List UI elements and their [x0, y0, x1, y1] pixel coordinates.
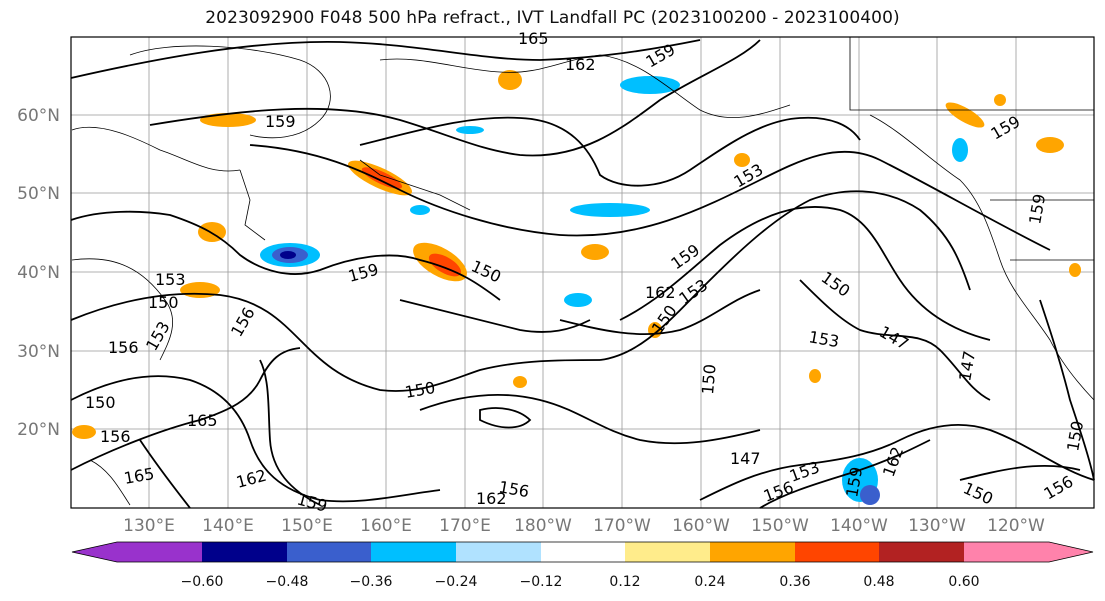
colorbar-outline — [71, 541, 1094, 563]
latitude-labels: 60°N 50°N 40°N 30°N 20°N — [17, 106, 60, 440]
longitude-labels: 130°E 140°E 150°E 160°E 170°E 180°W 170°… — [123, 516, 1045, 536]
lat-label-20n: 20°N — [17, 420, 60, 440]
colorbar-tick-label: 0.36 — [779, 574, 810, 590]
colorbar-tick-label: −0.12 — [520, 574, 563, 590]
colorbar-tick-label: 0.48 — [863, 574, 894, 590]
contour-label: 159 — [265, 112, 296, 131]
height-contours — [70, 39, 1095, 509]
lon-label: 150°E — [281, 516, 333, 536]
colorbar — [71, 541, 1094, 563]
colorbar-tick-label: −0.60 — [181, 574, 224, 590]
colorbar-segment — [541, 542, 625, 562]
colorbar-segment — [795, 542, 879, 562]
colorbar-segment — [287, 542, 371, 562]
contour-label: 147 — [730, 449, 761, 468]
colorbar-tick-label: 0.12 — [609, 574, 640, 590]
colorbar-tick-label: −0.48 — [266, 574, 309, 590]
lat-label-40n: 40°N — [17, 263, 60, 283]
contour-label: 150 — [698, 363, 720, 395]
colorbar-segment — [879, 542, 964, 562]
colorbar-segment — [710, 542, 795, 562]
lon-label: 170°W — [593, 516, 651, 536]
lon-label: 140°E — [202, 516, 254, 536]
lat-label-50n: 50°N — [17, 184, 60, 204]
lon-label: 170°E — [439, 516, 491, 536]
colorbar-tick-label: 0.24 — [694, 574, 725, 590]
contour-label: 153 — [155, 270, 186, 289]
contour-label: 162 — [565, 55, 596, 74]
map-area — [71, 37, 1094, 508]
lon-label: 130°W — [908, 516, 966, 536]
contour-label: 156 — [100, 427, 131, 446]
contour-label: 165 — [187, 411, 218, 430]
lat-label-60n: 60°N — [17, 106, 60, 126]
colorbar-segment — [625, 542, 710, 562]
contour-label: 150 — [148, 293, 179, 312]
colorbar-tick-label: −0.36 — [350, 574, 393, 590]
lon-label: 160°W — [672, 516, 730, 536]
colorbar-tick-label: −0.24 — [435, 574, 478, 590]
colorbar-segment — [964, 542, 1093, 562]
lat-label-30n: 30°N — [17, 342, 60, 362]
contour-label: 165 — [518, 29, 549, 48]
contour-label: 150 — [85, 393, 116, 412]
lon-label: 120°W — [987, 516, 1045, 536]
contour-label: 162 — [645, 283, 676, 302]
colorbar-ticks: −0.60 −0.48 −0.36 −0.24 −0.12 0.12 0.24 … — [181, 574, 980, 590]
colorbar-segment — [202, 542, 287, 562]
lon-label: 130°E — [123, 516, 175, 536]
lon-label: 140°W — [830, 516, 888, 536]
contour-label: 162 — [476, 489, 507, 508]
map-title: 2023092900 F048 500 hPa refract., IVT La… — [205, 8, 900, 28]
lon-label: 160°E — [360, 516, 412, 536]
lon-label: 150°W — [751, 516, 809, 536]
colorbar-segment — [371, 542, 456, 562]
colorbar-segment — [72, 542, 202, 562]
lon-label: 180°W — [514, 516, 572, 536]
map-frame — [70, 36, 1095, 509]
contour-label: 156 — [108, 338, 139, 357]
colorbar-segment — [456, 542, 541, 562]
colorbar-tick-label: 0.60 — [948, 574, 979, 590]
